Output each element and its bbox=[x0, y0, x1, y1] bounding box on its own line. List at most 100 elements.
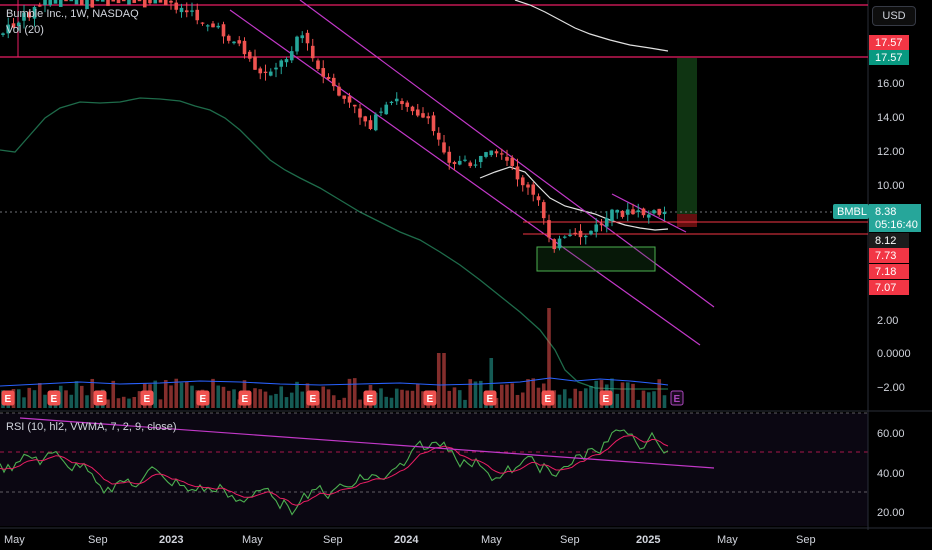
candle-body bbox=[211, 23, 215, 28]
candle-body bbox=[106, 0, 110, 6]
candle-body bbox=[258, 68, 263, 74]
candle-body bbox=[484, 152, 488, 157]
candle-body bbox=[263, 71, 268, 73]
volume-bar bbox=[43, 394, 47, 408]
earnings-marker[interactable]: E bbox=[541, 390, 555, 406]
volume-bar bbox=[69, 394, 74, 408]
candle-body bbox=[410, 106, 415, 112]
candle-body bbox=[74, 0, 79, 5]
earnings-marker[interactable]: E bbox=[1, 390, 15, 406]
candle-body bbox=[116, 0, 121, 4]
candle-body bbox=[337, 86, 341, 96]
earnings-marker[interactable]: E bbox=[423, 390, 437, 406]
price-tag-level-text: 8.12 bbox=[875, 235, 896, 247]
volume-bar bbox=[415, 383, 420, 408]
earnings-marker[interactable]: E bbox=[47, 390, 61, 406]
rsi-legend[interactable]: RSI (10, hl2, VWMA, 7, 2, 9, close) bbox=[6, 421, 177, 433]
volume-bar bbox=[641, 390, 646, 408]
candle-body bbox=[463, 159, 467, 161]
candle-body bbox=[505, 156, 509, 161]
candle-body bbox=[604, 218, 609, 227]
candle-body bbox=[142, 0, 147, 8]
earnings-marker[interactable]: E bbox=[140, 390, 154, 406]
candle-body bbox=[121, 0, 126, 2]
trendline-steep[interactable] bbox=[229, 9, 701, 346]
volume-bar bbox=[620, 382, 625, 408]
volume-bar bbox=[447, 390, 452, 408]
candle-body bbox=[394, 98, 399, 102]
candle-body bbox=[326, 76, 331, 80]
candle-body bbox=[447, 151, 452, 163]
position-stop-zone[interactable] bbox=[677, 214, 697, 227]
candle-body bbox=[174, 2, 179, 10]
candle-body bbox=[662, 211, 667, 215]
candle-body bbox=[515, 166, 520, 180]
earnings-marker[interactable]: E bbox=[363, 390, 377, 406]
volume-bar bbox=[79, 385, 84, 408]
candle-body bbox=[489, 150, 494, 156]
volume-bar bbox=[300, 391, 305, 408]
volume-bar bbox=[652, 391, 656, 408]
earnings-marker[interactable]: E bbox=[196, 390, 210, 406]
svg-text:E: E bbox=[545, 394, 552, 405]
volume-bar bbox=[289, 392, 294, 408]
volume-bar bbox=[331, 395, 336, 408]
rsi-trendline[interactable] bbox=[19, 417, 715, 469]
earnings-marker[interactable]: E bbox=[306, 390, 320, 406]
candle-body bbox=[646, 214, 651, 218]
candle-body bbox=[6, 24, 11, 34]
volume-bar bbox=[478, 380, 483, 408]
candle-body bbox=[184, 10, 189, 13]
volume-bar bbox=[468, 379, 473, 408]
candle-body bbox=[200, 22, 205, 24]
volume-bar bbox=[16, 389, 21, 408]
consolidation-box[interactable] bbox=[536, 246, 656, 272]
candle-body bbox=[279, 60, 284, 67]
candle-body bbox=[226, 35, 231, 41]
volume-bar bbox=[221, 386, 226, 408]
candle-body bbox=[190, 10, 194, 12]
earnings-marker[interactable]: E bbox=[93, 390, 107, 406]
candle-body bbox=[295, 36, 299, 52]
volume-bar bbox=[106, 399, 110, 408]
candle-body bbox=[494, 151, 499, 154]
currency-button[interactable]: USD bbox=[872, 6, 916, 26]
earnings-marker[interactable]: E bbox=[670, 390, 684, 406]
candle-body bbox=[69, 0, 74, 2]
candle-body bbox=[431, 115, 436, 132]
price-tag-level bbox=[869, 264, 909, 279]
volume-bar bbox=[646, 392, 651, 408]
candle-body bbox=[442, 142, 446, 153]
earnings-marker[interactable]: E bbox=[238, 390, 252, 406]
svg-text:E: E bbox=[367, 394, 374, 405]
candle-body bbox=[594, 224, 599, 232]
candle-body bbox=[526, 184, 530, 188]
candle-body bbox=[268, 71, 273, 76]
volume-bar bbox=[568, 398, 572, 408]
candle-body bbox=[636, 210, 641, 213]
candle-body bbox=[85, 0, 89, 10]
volume-bar bbox=[22, 397, 26, 408]
position-target-zone[interactable] bbox=[677, 58, 697, 214]
volume-legend[interactable]: Vol (20) bbox=[6, 24, 44, 36]
volume-bar bbox=[263, 391, 268, 408]
volume-bar bbox=[594, 380, 599, 408]
candle-body bbox=[148, 0, 152, 4]
volume-bar bbox=[32, 390, 37, 408]
time-axis-label: Sep bbox=[560, 534, 580, 546]
volume-bar bbox=[515, 394, 520, 408]
volume-bar bbox=[226, 390, 231, 408]
time-axis-label: May bbox=[242, 534, 263, 546]
rsi-tick: 60.00 bbox=[877, 428, 905, 440]
candle-body bbox=[37, 5, 42, 7]
candle-body bbox=[305, 32, 310, 44]
moving-average-upper bbox=[514, 0, 669, 52]
price-tick: 16.00 bbox=[877, 78, 905, 90]
svg-text:E: E bbox=[310, 394, 317, 405]
earnings-marker[interactable]: E bbox=[483, 390, 497, 406]
candle-body bbox=[32, 6, 37, 19]
symbol-legend[interactable]: Bumble Inc., 1W, NASDAQ bbox=[6, 8, 139, 20]
candle-body bbox=[253, 56, 257, 70]
candle-body bbox=[578, 230, 583, 238]
earnings-marker[interactable]: E bbox=[599, 390, 613, 406]
